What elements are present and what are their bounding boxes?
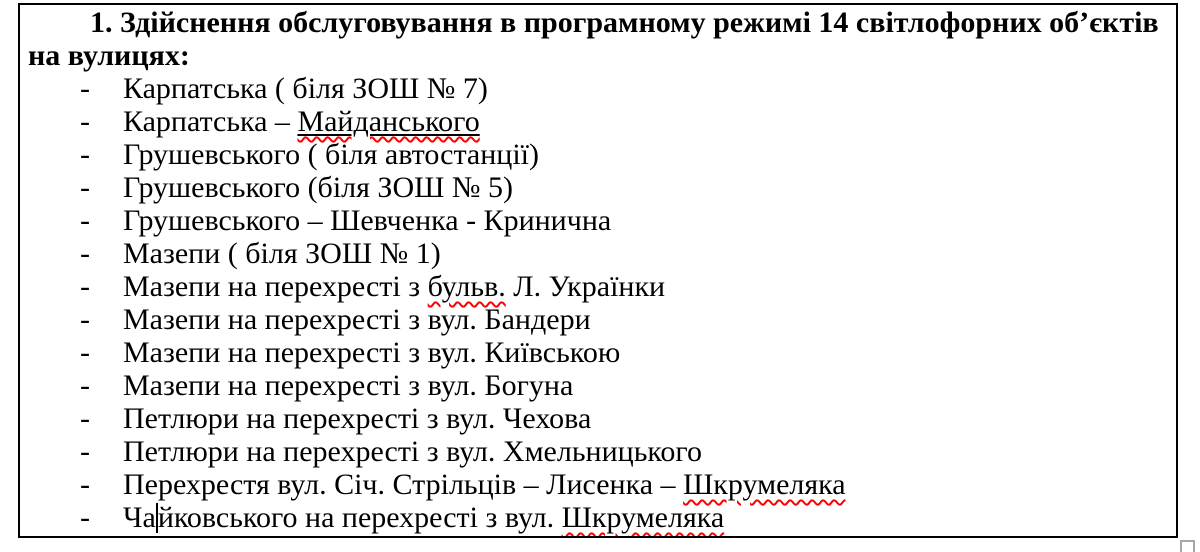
list-item-text: Грушевського – Шевченка - Кринична <box>123 204 611 237</box>
list-dash-marker: - <box>80 105 90 138</box>
list-dash-marker: - <box>80 336 90 369</box>
misspelled-word: Шкрумеляка <box>683 468 846 501</box>
list-item[interactable]: - Петлюри на перехресті з вул. Хмельницьк… <box>20 435 1176 468</box>
list-dash-marker: - <box>80 72 90 105</box>
text-segment: Петлюри на перехресті з вул. Хмельницько… <box>123 435 702 468</box>
text-cursor <box>155 503 158 533</box>
section-title[interactable]: 1. Здійснення обслуговування в програмно… <box>28 6 1159 72</box>
list-item-text: Петлюри на перехресті з вул. Хмельницько… <box>123 435 702 468</box>
list-item[interactable]: - Перехрестя вул. Січ. Стрільців – Лисенк… <box>20 468 1176 501</box>
text-segment: Мазепи на перехресті з <box>123 270 428 303</box>
list-item-text: Петлюри на перехресті з вул. Чехова <box>123 402 591 435</box>
text-segment: Мазепи на перехресті з вул. Бандери <box>123 303 591 336</box>
text-segment: Грушевського ( біля автостанції) <box>123 138 540 171</box>
list-dash-marker: - <box>80 402 90 435</box>
list-item-text: Мазепи ( біля ЗОШ № 1) <box>123 237 441 270</box>
text-segment: Грушевського (біля ЗОШ № 5) <box>123 171 513 204</box>
text-segment: Ча <box>123 501 156 534</box>
list-dash-marker: - <box>80 138 90 171</box>
table-resize-handle[interactable] <box>1180 540 1195 552</box>
list-item-text: Грушевського (біля ЗОШ № 5) <box>123 171 513 204</box>
list-item[interactable]: - Карпатська – Майданського <box>20 105 1176 138</box>
list-dash-marker: - <box>80 237 90 270</box>
text-segment: Карпатська ( біля ЗОШ № 7) <box>123 72 488 105</box>
list-item[interactable]: - Мазепи на перехресті з вул. Богуна <box>20 369 1176 402</box>
list-item[interactable]: - Мазепи на перехресті з вул. Бандери <box>20 303 1176 336</box>
misspelled-word: Майданського <box>297 105 480 138</box>
list-item[interactable]: - Грушевського – Шевченка - Кринична <box>20 204 1176 237</box>
list-dash-marker: - <box>80 171 90 204</box>
text-segment: Мазепи на перехресті з вул. Богуна <box>123 369 574 402</box>
list-dash-marker: - <box>80 435 90 468</box>
list-item[interactable]: - Мазепи ( біля ЗОШ № 1) <box>20 237 1176 270</box>
list-item[interactable]: - Петлюри на перехресті з вул. Чехова <box>20 402 1176 435</box>
list-item[interactable]: - Мазепи на перехресті з вул. Київською <box>20 336 1176 369</box>
text-segment: Л. Українки <box>505 270 666 303</box>
list-item-text: Грушевського ( біля автостанції) <box>123 138 539 171</box>
list-dash-marker: - <box>80 501 90 534</box>
misspelled-word: Шкрумеляка <box>561 501 725 534</box>
text-segment: Петлюри на перехресті з вул. Чехова <box>123 402 592 435</box>
list-item-text: Мазепи на перехресті з бульв. Л. Українк… <box>123 270 665 303</box>
text-segment: Перехрестя вул. Січ. Стрільців – Лисенка… <box>123 468 684 501</box>
text-segment: йковського на перехресті з вул. <box>157 501 562 534</box>
table-cell[interactable]: 1. Здійснення обслуговування в програмно… <box>18 3 1178 538</box>
list-dash-marker: - <box>80 204 90 237</box>
list-dash-marker: - <box>80 369 90 402</box>
list-item[interactable]: - Карпатська ( біля ЗОШ № 7) <box>20 72 1176 105</box>
street-list: - Карпатська ( біля ЗОШ № 7) - Карпатська –… <box>20 72 1176 534</box>
list-item[interactable]: - Чайковського на перехресті з вул. Шкрум… <box>20 501 1176 534</box>
list-item[interactable]: - Грушевського (біля ЗОШ № 5) <box>20 171 1176 204</box>
list-dash-marker: - <box>80 468 90 501</box>
list-item-text: Перехрестя вул. Січ. Стрільців – Лисенка… <box>123 468 846 501</box>
list-dash-marker: - <box>80 270 90 303</box>
list-item-text: Карпатська – Майданського <box>123 105 480 138</box>
list-item-text: Мазепи на перехресті з вул. Київською <box>123 336 620 369</box>
misspelled-word: бульв. <box>427 270 506 303</box>
text-segment: Грушевського – Шевченка - Кринична <box>123 204 612 237</box>
list-item-text: Мазепи на перехресті з вул. Богуна <box>123 369 573 402</box>
text-segment: Карпатська – <box>123 105 298 138</box>
list-item-text: Мазепи на перехресті з вул. Бандери <box>123 303 591 336</box>
list-dash-marker: - <box>80 303 90 336</box>
list-item[interactable]: - Мазепи на перехресті з бульв. Л. Україн… <box>20 270 1176 303</box>
underlined-word: Майданського <box>297 105 479 138</box>
list-item-text: Карпатська ( біля ЗОШ № 7) <box>123 72 488 105</box>
text-segment: Мазепи на перехресті з вул. Київською <box>123 336 621 369</box>
text-segment: Мазепи ( біля ЗОШ № 1) <box>123 237 441 270</box>
list-item-text: Чайковського на перехресті з вул. Шкруме… <box>123 501 724 534</box>
list-item[interactable]: - Грушевського ( біля автостанції) <box>20 138 1176 171</box>
